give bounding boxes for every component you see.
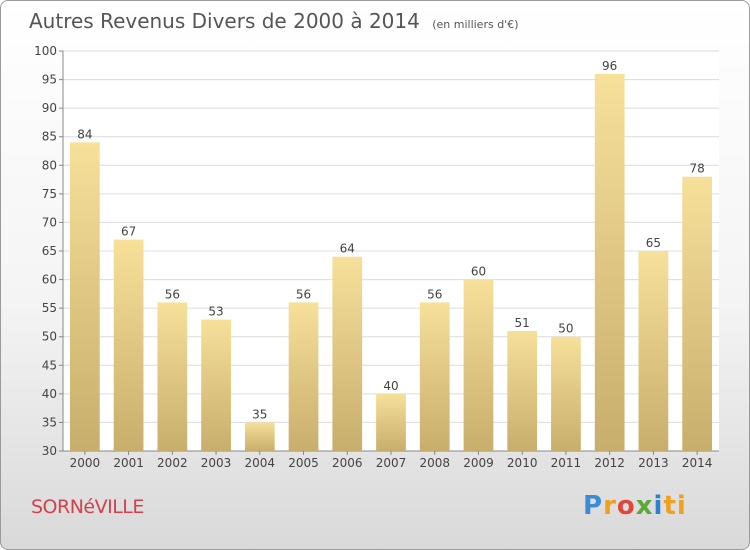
data-label: 65	[646, 236, 661, 250]
data-label: 78	[689, 162, 704, 176]
data-label: 64	[340, 242, 355, 256]
logo-letter: ti	[663, 491, 687, 521]
data-label: 51	[515, 316, 530, 330]
x-tick-label: 2003	[201, 456, 232, 470]
y-tick-label: 50	[42, 330, 57, 344]
y-tick-label: 55	[42, 301, 57, 315]
y-tick-label: 40	[42, 387, 57, 401]
bar	[201, 319, 231, 451]
y-tick-label: 75	[42, 187, 57, 201]
data-label: 40	[383, 379, 398, 393]
data-label: 35	[252, 407, 267, 421]
bar	[594, 73, 625, 451]
y-tick-label: 65	[42, 244, 57, 258]
data-label: 60	[471, 265, 486, 279]
bar	[419, 302, 450, 451]
proxiti-logo: Proxiti	[583, 491, 687, 521]
y-tick-label: 70	[42, 215, 57, 229]
data-label: 56	[427, 287, 442, 301]
x-tick-label: 2002	[157, 456, 188, 470]
y-tick-label: 60	[42, 273, 57, 287]
logo-letter: x	[635, 491, 654, 521]
chart-title: Autres Revenus Divers de 2000 à 2014 (en…	[29, 9, 519, 33]
x-tick-label: 2013	[638, 456, 669, 470]
x-tick-label: 2011	[551, 456, 582, 470]
logo-letter: P	[583, 491, 604, 521]
bar	[113, 239, 144, 451]
y-tick-label: 90	[42, 101, 57, 115]
data-label: 50	[558, 322, 573, 336]
data-label: 96	[602, 59, 617, 73]
logo-letter: i	[653, 491, 664, 521]
chart-unit-label: (en milliers d'€)	[432, 18, 519, 31]
commune-name: SORNéVILLE	[31, 496, 144, 518]
x-tick-label: 2006	[332, 456, 363, 470]
data-label: 53	[208, 305, 223, 319]
y-tick-label: 95	[42, 73, 57, 87]
x-tick-label: 2000	[70, 456, 101, 470]
logo-letter: o	[616, 491, 636, 521]
y-tick-label: 35	[42, 415, 57, 429]
x-tick-label: 2014	[682, 456, 713, 470]
y-tick-label: 100	[34, 44, 57, 58]
bar	[682, 176, 713, 451]
bar	[69, 142, 100, 451]
bar	[288, 302, 319, 451]
bar	[376, 393, 406, 451]
bar	[332, 256, 363, 451]
x-tick-label: 2007	[376, 456, 407, 470]
y-tick-label: 80	[42, 158, 57, 172]
x-tick-label: 2001	[113, 456, 144, 470]
x-tick-label: 2005	[288, 456, 319, 470]
logo-letter: r	[603, 491, 617, 521]
y-tick-label: 45	[42, 358, 57, 372]
data-label: 56	[296, 287, 311, 301]
x-tick-label: 2012	[594, 456, 625, 470]
x-tick-label: 2010	[507, 456, 538, 470]
x-tick-label: 2004	[245, 456, 276, 470]
x-tick-label: 2008	[419, 456, 450, 470]
bar	[507, 331, 538, 451]
bar	[157, 302, 188, 451]
bar	[463, 279, 494, 451]
bar	[551, 336, 581, 451]
data-label: 67	[121, 225, 136, 239]
data-label: 84	[77, 127, 92, 141]
bar	[638, 251, 669, 451]
x-tick-label: 2009	[463, 456, 494, 470]
data-label: 56	[165, 287, 180, 301]
bar	[244, 422, 275, 451]
y-tick-label: 30	[42, 444, 57, 458]
chart-title-text: Autres Revenus Divers de 2000 à 2014	[29, 9, 420, 33]
y-tick-label: 85	[42, 130, 57, 144]
